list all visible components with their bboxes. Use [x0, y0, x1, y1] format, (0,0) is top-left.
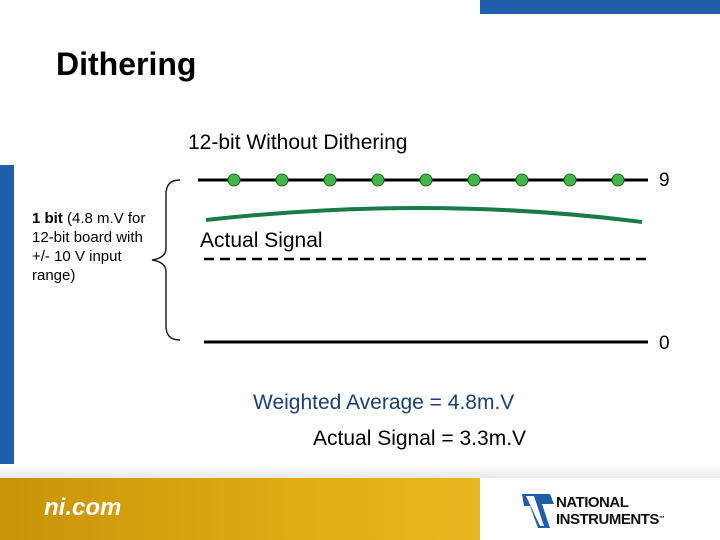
sample-dot	[419, 173, 433, 187]
bit-note-text: (4.8 m.V for 12-bit board with +/- 10 V …	[32, 210, 146, 284]
slide-title: Dithering	[56, 46, 197, 82]
weighted-average-text: Weighted Average = 4.8m.V	[253, 391, 515, 414]
actual-signal-curve	[205, 205, 643, 224]
bit-note: 1 bit (4.8 m.V for 12-bit board with +/-…	[32, 209, 162, 285]
level-bottom-label: 0	[659, 333, 670, 354]
brand-line-2: INSTRUMENTS™	[556, 511, 665, 528]
actual-signal-value: Actual Signal = 3.3m.V	[313, 427, 527, 450]
ni-eagle-logo-icon	[522, 494, 554, 528]
level-top-label: 9	[659, 170, 670, 191]
diagram-subtitle: 12-bit Without Dithering	[188, 131, 408, 154]
brand-line-1: NATIONAL	[556, 494, 629, 511]
sample-dot	[611, 173, 625, 187]
footer-shadow	[0, 464, 720, 478]
sample-dot	[515, 173, 529, 187]
actual-signal-label: Actual Signal	[200, 229, 323, 252]
sample-dot	[227, 173, 241, 187]
top-accent-bar	[480, 0, 720, 14]
footer-logo-area	[480, 478, 720, 540]
sample-dot	[371, 173, 385, 187]
sample-dots	[227, 173, 625, 187]
sample-dot	[275, 173, 289, 187]
site-link[interactable]: ni.com	[44, 494, 122, 521]
range-bracket	[151, 179, 181, 341]
sample-dot	[467, 173, 481, 187]
sample-dot	[563, 173, 577, 187]
left-accent-bar	[0, 165, 14, 465]
trademark-symbol: ™	[658, 516, 665, 522]
bit-note-bold: 1 bit	[32, 210, 63, 227]
brand-logo-text: NATIONAL INSTRUMENTS™	[556, 494, 665, 528]
sample-dot	[323, 173, 337, 187]
